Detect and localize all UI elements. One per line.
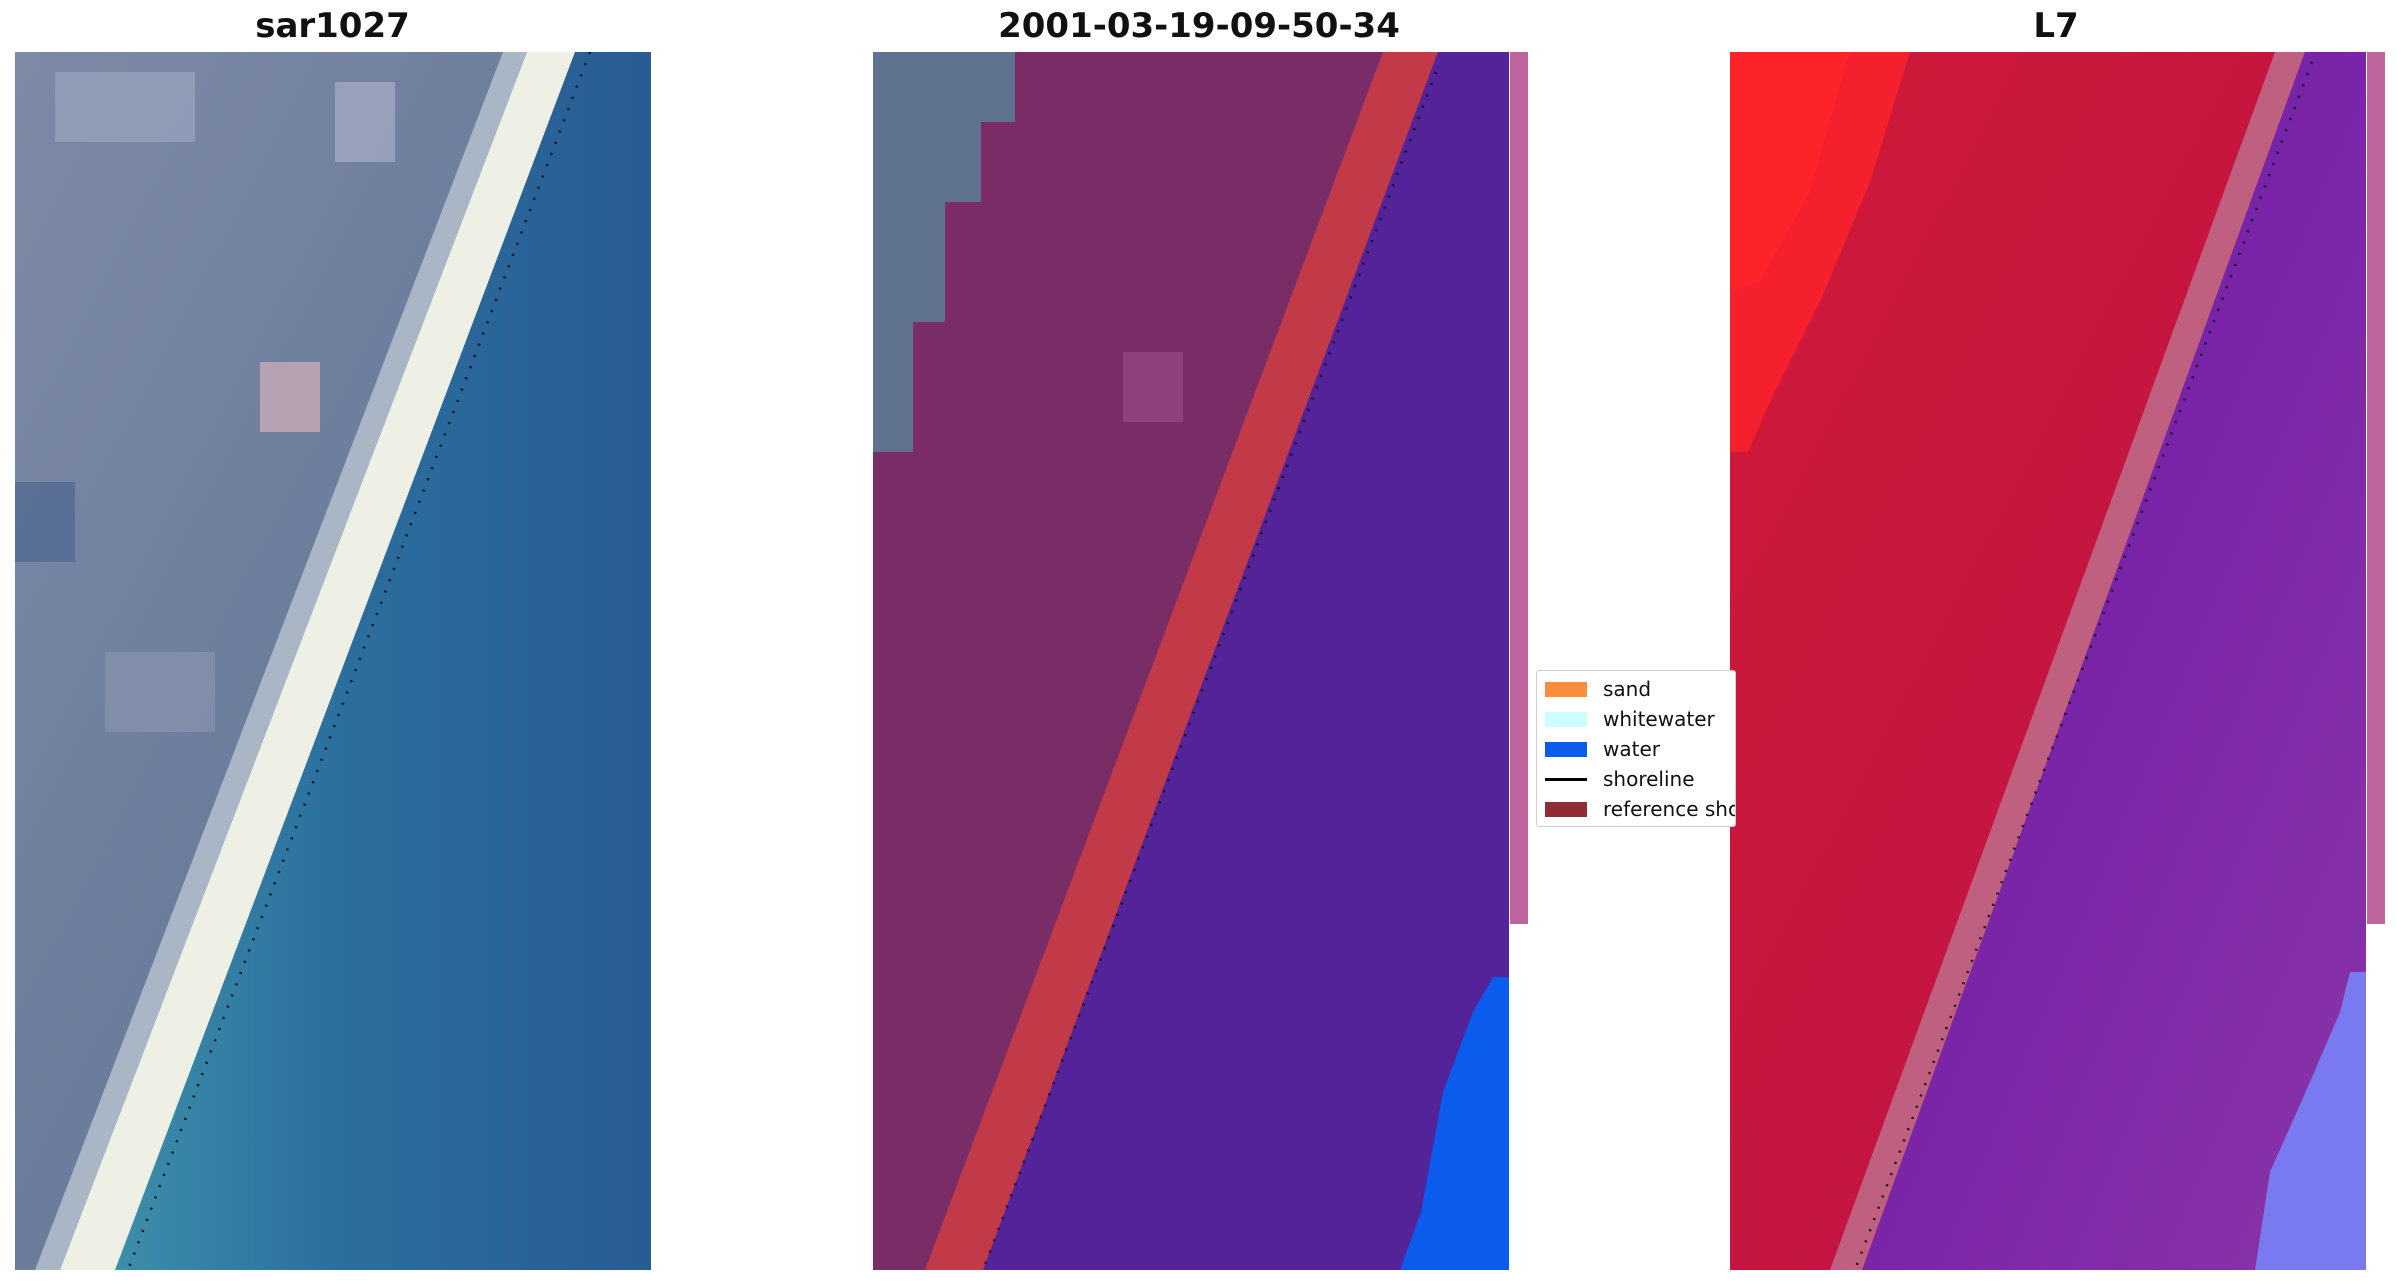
building-block	[260, 362, 320, 432]
building-block	[105, 652, 215, 732]
deep-water-index	[2255, 972, 2366, 1270]
legend: sand whitewater water shoreline referenc…	[1536, 670, 1736, 827]
legend-label: whitewater	[1603, 707, 1715, 731]
index-image	[1730, 52, 2385, 1270]
side-strip	[2367, 52, 2385, 924]
reference-shoreline-swatch	[1545, 801, 1587, 817]
sand-swatch	[1545, 681, 1587, 697]
water-class	[983, 52, 1509, 1270]
building-block	[55, 72, 195, 142]
land-highlight	[1123, 352, 1183, 422]
legend-item-shoreline: shoreline	[1545, 767, 1695, 791]
legend-label: sand	[1603, 677, 1652, 701]
panel-title-rgb: sar1027	[255, 6, 410, 46]
legend-label: reference shoreline	[1603, 797, 1735, 821]
panel-title-classification: 2001-03-19-09-50-34	[998, 6, 1400, 46]
classification-image	[873, 52, 1528, 1270]
shoreline	[126, 52, 592, 1270]
legend-item-reference-shoreline: reference shoreline	[1545, 797, 1735, 821]
water-overlay	[1400, 977, 1509, 1270]
side-strip	[1510, 52, 1528, 924]
beach-edge	[35, 52, 527, 1270]
legend-item-whitewater: whitewater	[1545, 707, 1715, 731]
whitewater-swatch	[1545, 711, 1587, 727]
transition-band	[1830, 52, 2305, 1270]
rgb-image	[15, 52, 651, 1270]
building-block	[335, 82, 395, 162]
legend-item-water: water	[1545, 737, 1660, 761]
legend-label: shoreline	[1603, 767, 1695, 791]
water-index	[1862, 52, 2366, 1270]
panel-title-index: L7	[2033, 6, 2079, 46]
shoreline-swatch	[1545, 777, 1587, 781]
high-index-core	[1730, 52, 1850, 292]
sand-class	[925, 52, 1438, 1270]
building-block	[15, 482, 75, 562]
unclassified-area	[873, 52, 1015, 452]
beach-strip	[60, 52, 575, 1270]
water-swatch	[1545, 741, 1587, 757]
legend-item-sand: sand	[1545, 677, 1652, 701]
legend-label: water	[1603, 737, 1660, 761]
